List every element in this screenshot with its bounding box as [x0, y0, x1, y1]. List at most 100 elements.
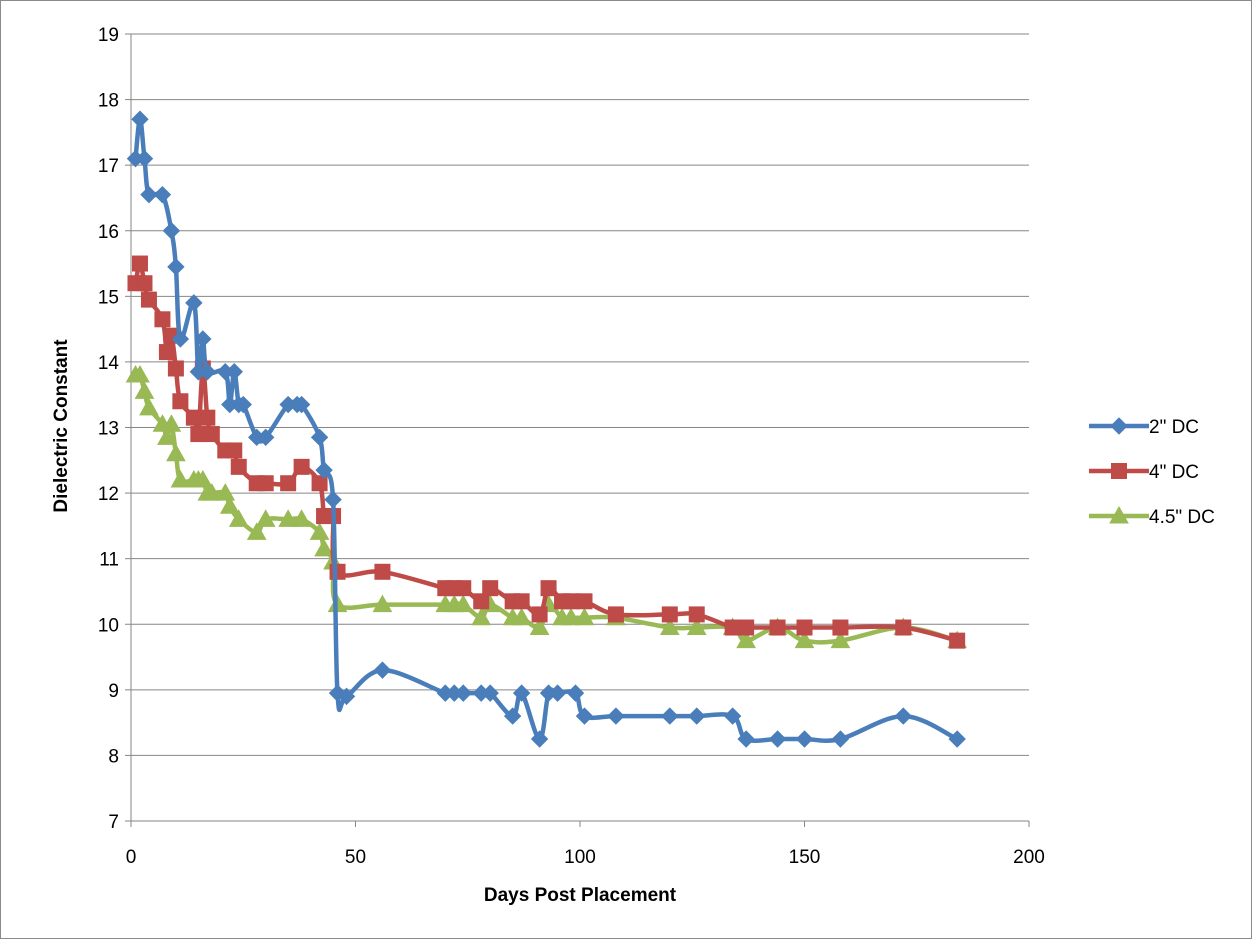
data-point [234, 395, 252, 414]
data-point [228, 509, 249, 527]
data-point [225, 363, 243, 381]
data-point [738, 619, 755, 636]
data-point [473, 593, 490, 610]
data-point [315, 461, 333, 479]
data-point [154, 311, 171, 328]
data-point [540, 580, 557, 597]
legend-label: 4" DC [1149, 462, 1199, 483]
y-tick-label: 17 [98, 156, 119, 177]
data-point [219, 496, 240, 514]
data-point [167, 258, 185, 276]
legend-marker [1109, 505, 1129, 524]
data-point [530, 730, 549, 748]
y-tick-labels: 7 8 9 10 11 12 13 14 15 16 17 18 19 [98, 25, 120, 833]
data-point [134, 381, 155, 399]
data-point [373, 661, 392, 679]
data-point [136, 275, 153, 292]
data-point [830, 630, 851, 649]
y-tick-label: 16 [98, 222, 119, 243]
data-point [686, 617, 707, 636]
x-tick-label: 200 [1013, 847, 1045, 868]
data-point [291, 509, 312, 527]
data-point [157, 427, 177, 445]
y-tick-label: 13 [98, 419, 119, 440]
data-point [561, 607, 581, 626]
y-axis-title: Dielectric Constant [51, 339, 72, 513]
data-point [481, 684, 499, 702]
data-point [309, 522, 330, 540]
data-point [167, 360, 184, 377]
data-point [139, 397, 159, 416]
x-tick-label: 50 [345, 847, 366, 868]
data-point [166, 443, 186, 462]
legend-item: 4.5" DC [1089, 505, 1215, 528]
legend-marker [1111, 463, 1127, 479]
data-point [563, 593, 580, 610]
legend-label: 4.5" DC [1149, 507, 1215, 528]
x-tick-label: 0 [126, 847, 137, 868]
data-point [131, 110, 149, 128]
data-point [230, 458, 247, 475]
data-point [310, 428, 329, 447]
y-tick-label: 19 [98, 25, 119, 46]
data-point [372, 594, 393, 613]
data-point [199, 409, 216, 426]
data-point [454, 684, 472, 702]
y-tick-label: 11 [99, 550, 119, 571]
legend-label: 2" DC [1149, 417, 1199, 438]
data-point [256, 428, 275, 447]
data-point [246, 522, 267, 540]
data-point [724, 619, 741, 636]
data-point [194, 330, 212, 348]
data-point [948, 730, 966, 748]
data-point [832, 619, 849, 636]
data-point [203, 426, 220, 443]
data-point [795, 730, 814, 748]
y-tick-label: 9 [108, 681, 119, 702]
data-point [895, 619, 912, 636]
gridlines [131, 33, 1029, 756]
data-point [192, 469, 213, 488]
series-2 [127, 255, 966, 649]
y-tick-label: 8 [108, 746, 119, 767]
data-point [293, 458, 310, 475]
legend-marker [1110, 417, 1128, 435]
data-point [794, 630, 815, 649]
data-point [185, 294, 203, 312]
data-point [659, 617, 680, 636]
data-point [324, 490, 342, 509]
data-point [661, 707, 679, 725]
legend-item: 2" DC [1089, 417, 1199, 438]
data-point [278, 509, 299, 527]
data-point [531, 606, 548, 623]
data-point [162, 222, 181, 240]
data-point [135, 149, 154, 168]
data-point [161, 414, 182, 432]
data-point [471, 607, 492, 626]
data-point [215, 483, 236, 501]
data-point [529, 617, 550, 636]
data-point [737, 730, 755, 748]
data-point [796, 619, 813, 636]
legend: 2" DC 4" DC 4.5" DC [1089, 417, 1215, 528]
y-tick-label: 12 [98, 484, 119, 505]
data-point [374, 563, 391, 580]
data-point [688, 606, 705, 623]
data-point [280, 475, 297, 492]
data-point [226, 442, 243, 459]
data-point [576, 593, 593, 610]
data-point [185, 409, 202, 426]
data-point [949, 632, 966, 649]
series-line [133, 117, 960, 743]
data-point [511, 607, 532, 626]
x-tick-labels: 0 50 100 150 200 [126, 847, 1045, 868]
legend-item: 4" DC [1089, 462, 1199, 483]
series-1 [126, 110, 966, 748]
data-point [158, 344, 175, 361]
x-axis-title: Days Post Placement [484, 885, 677, 906]
data-point [337, 687, 356, 706]
data-point [171, 330, 190, 348]
data-point [329, 563, 346, 580]
data-point [311, 475, 328, 492]
